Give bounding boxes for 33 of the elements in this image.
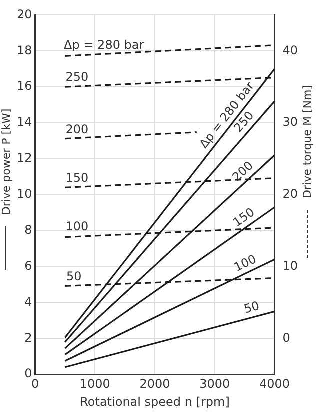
x-tick-label: 4000 [259,376,290,391]
annotation: 150 [230,205,258,230]
x-tick-label: 2000 [140,376,170,391]
annotation: 50 [66,270,82,284]
y-tick-label: 8 [24,222,32,237]
x-axis-title: Rotational speed n [rpm] [80,395,230,410]
y-tick-label: 16 [16,79,32,94]
y-tick-label: 20 [16,7,32,22]
y2-tick-label: 40 [282,43,298,58]
y-tick-label: 2 [24,330,32,345]
y-tick-label: 0 [24,366,32,381]
y2-tick-label: 30 [282,115,298,130]
y-tick-label: 4 [24,294,32,309]
y2-tick-label: 10 [282,258,298,273]
annotation: 200 [230,158,256,184]
annotation: 200 [66,122,89,136]
annotation: 250 [66,70,89,84]
y-tick-label: 10 [16,187,32,202]
annotation: 150 [66,170,89,185]
x-tick-label: 1000 [80,376,110,391]
y2-axis-title: Drive torque M [Nm] [300,86,314,198]
y2-tick-label: 20 [282,187,298,202]
annotation: 100 [66,219,89,234]
y-tick-label: 12 [16,151,32,166]
y-tick-label: 14 [16,115,32,130]
annotation: 100 [232,252,259,275]
x-tick-label: 3000 [200,376,230,391]
y-tick-label: 18 [16,43,32,58]
annotation: Δp = 280 bar [64,38,144,52]
y-axis-title: Drive power P [kW] [0,108,13,216]
annotation: 50 [242,298,262,316]
y2-tick-label: 0 [282,330,290,345]
y-tick-label: 6 [24,258,32,273]
